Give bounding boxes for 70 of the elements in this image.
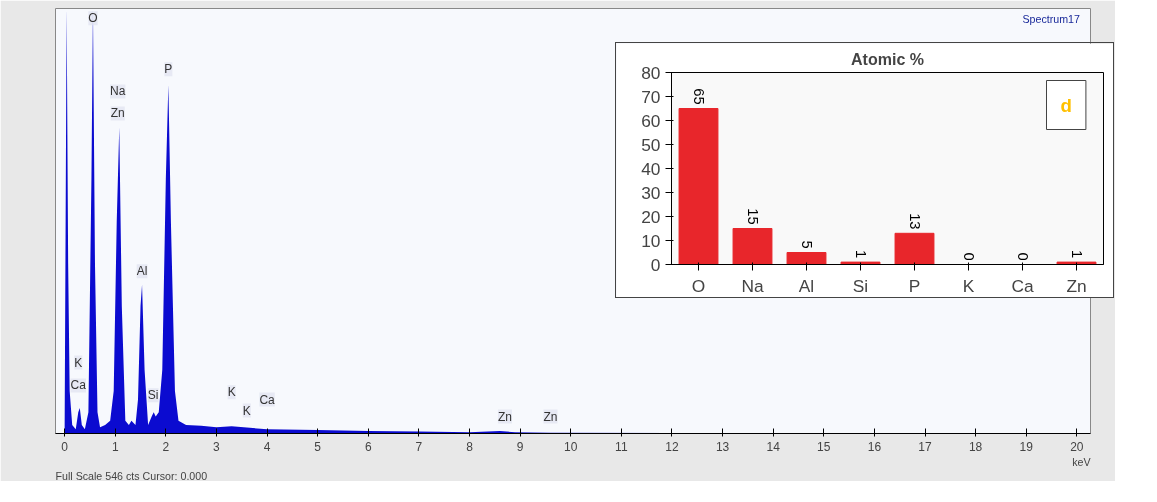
annotation: O	[88, 11, 98, 26]
annotation: Spectrum17	[1022, 12, 1081, 25]
x-tick-label: 11	[615, 439, 628, 454]
annotation: Zn	[497, 409, 512, 424]
y-tick-label: 60	[641, 110, 661, 131]
x-tick-label: 5	[314, 439, 322, 454]
x-tick-label: Na	[741, 275, 764, 296]
bar	[894, 232, 935, 265]
data-label: 0	[1014, 252, 1031, 261]
annotation: Zn	[543, 409, 558, 424]
x-tick-label: 15	[817, 439, 831, 454]
annotation: K	[227, 385, 236, 400]
x-tick-label: 4	[263, 439, 271, 454]
x-tick-label: Zn	[1066, 275, 1087, 296]
x-tick-label: 8	[466, 439, 474, 454]
x-tick-label: 14	[766, 439, 781, 454]
data-label: 5	[798, 240, 815, 249]
annotation: Ca	[70, 378, 87, 393]
y-tick-label: 0	[650, 254, 661, 275]
x-tick-label: 6	[364, 439, 372, 454]
x-tick-label: 7	[415, 439, 423, 454]
y-tick-label: 70	[641, 86, 661, 107]
annotation: Zn	[110, 106, 125, 121]
annotation: Si	[147, 388, 159, 403]
x-tick-label: P	[908, 275, 921, 296]
annotation: K	[242, 403, 251, 418]
data-label: 1	[1068, 250, 1085, 259]
y-tick-label: 30	[641, 182, 661, 203]
annotation: P	[164, 62, 173, 77]
y-tick-label: 20	[641, 206, 661, 227]
annotation: Na	[110, 84, 126, 99]
annotation: K	[74, 355, 83, 370]
x-tick-label: Ca	[1011, 275, 1034, 296]
annotation: Al	[136, 264, 148, 279]
x-tick-label: 18	[968, 439, 983, 454]
data-label: 1	[852, 250, 869, 259]
x-tick-label: 9	[516, 439, 524, 454]
x-tick-label: 0	[61, 439, 69, 454]
annotation: d	[1060, 94, 1072, 116]
x-tick-label: 17	[918, 439, 932, 454]
chart-title: Atomic %	[851, 50, 924, 68]
x-tick-label: 12	[665, 439, 679, 454]
x-tick-label: 2	[162, 439, 170, 454]
x-tick-label: 10	[564, 439, 578, 454]
x-tick-label: Al	[798, 275, 815, 296]
x-tick-label: 13	[715, 439, 730, 454]
data-label: 13	[906, 213, 923, 230]
x-tick-label: 19	[1019, 439, 1034, 454]
bar	[840, 261, 881, 265]
x-tick-label: 16	[867, 439, 882, 454]
x-tick-label: 20	[1070, 439, 1084, 454]
x-tick-label: Si	[852, 275, 869, 296]
y-tick-label: 50	[641, 134, 661, 155]
text: Full Scale 546 cts Cursor: 0.000	[55, 469, 208, 482]
data-label: 0	[960, 252, 977, 261]
y-tick-label: 40	[641, 158, 661, 179]
bar	[786, 252, 827, 265]
x-tick-label: K	[962, 275, 975, 296]
y-tick-label: 80	[641, 62, 661, 83]
x-tick-label: O	[691, 275, 706, 296]
data-label: 65	[690, 88, 707, 105]
annotation: Ca	[259, 392, 276, 407]
bar	[1056, 261, 1097, 265]
y-tick-label: 10	[641, 230, 661, 251]
x-tick-label: 1	[111, 439, 119, 454]
bar	[732, 228, 773, 265]
x-tick-label: 3	[213, 439, 221, 454]
bar	[678, 108, 719, 265]
x-axis-title: keV	[1072, 455, 1092, 468]
data-label: 15	[744, 208, 761, 225]
